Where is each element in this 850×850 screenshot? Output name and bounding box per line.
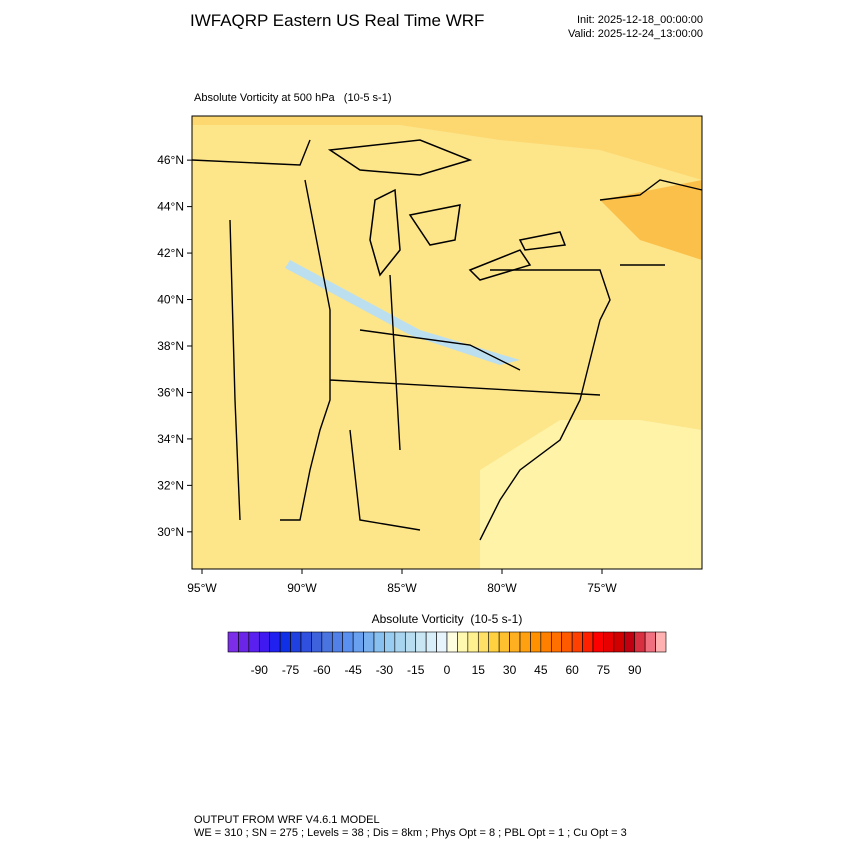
colorbar-box [550, 631, 563, 653]
title: IWFAQRP Eastern US Real Time WRF [190, 11, 484, 30]
y-tick-label: 42°N [157, 246, 184, 260]
colorbar-box [425, 631, 437, 653]
y-tick-label: 40°N [157, 293, 184, 307]
colorbar-box [258, 631, 271, 653]
colorbar-label: -75 [282, 663, 300, 677]
colorbar-label: -90 [251, 663, 269, 677]
footer-line: WE = 310 ; SN = 275 ; Levels = 38 ; Dis … [194, 827, 627, 839]
colorbar-box [571, 631, 583, 653]
x-tick-label: 90°W [287, 581, 317, 595]
colorbar-title: Absolute Vorticity (10-5 s-1) [372, 612, 523, 626]
y-tick-label: 46°N [157, 153, 184, 167]
colorbar-label: -30 [376, 663, 394, 677]
colorbar: Absolute Vorticity (10-5 s-1) [372, 612, 523, 626]
colorbar-box [404, 631, 417, 653]
map-frame [191, 115, 703, 570]
colorbar-label: 45 [534, 663, 548, 677]
colorbar-box [290, 631, 302, 653]
colorbar-label: -15 [407, 663, 425, 677]
colorbar-box [300, 631, 312, 653]
field-band [285, 260, 520, 365]
x-tick-label: 85°W [387, 581, 417, 595]
colorbar-box [342, 631, 354, 653]
colorbar-box [477, 631, 490, 653]
colorbar-box [363, 631, 375, 653]
colorbar-box [269, 631, 281, 653]
colorbar-box [519, 631, 531, 653]
y-tick-label: 30°N [157, 525, 184, 539]
colorbar-box [394, 631, 406, 653]
y-tick-label: 36°N [157, 385, 184, 399]
ocean-field [480, 420, 702, 569]
colorbar-label: 75 [597, 663, 611, 677]
field-band [600, 180, 702, 260]
colorbar-box [498, 631, 510, 653]
colorbar-box [352, 631, 364, 653]
footer-line: OUTPUT FROM WRF V4.6.1 MODEL [194, 814, 380, 826]
init-time: Init: 2025-12-18_00:00:00 [577, 14, 703, 26]
y-tick-label: 34°N [157, 432, 184, 446]
x-tick-label: 95°W [187, 581, 217, 595]
colorbar-label: 15 [472, 663, 486, 677]
colorbar-box [467, 631, 479, 653]
colorbar-box [540, 631, 552, 653]
colorbar-box [603, 631, 615, 653]
y-tick-label: 44°N [157, 200, 184, 214]
colorbar-box [248, 631, 260, 653]
valid-time: Valid: 2025-12-24_13:00:00 [568, 28, 703, 40]
colorbar-label: 60 [565, 663, 579, 677]
colorbar-box [582, 631, 594, 653]
colorbar-box [457, 631, 469, 653]
y-tick-label: 38°N [157, 339, 184, 353]
colorbar-box [238, 631, 250, 653]
y-tick-label: 32°N [157, 478, 184, 492]
colorbar-box [623, 631, 636, 653]
colorbar-box [488, 631, 500, 653]
borders [191, 139, 703, 541]
field-band [192, 116, 702, 180]
map-field [191, 115, 703, 570]
colorbar-box [331, 631, 344, 653]
panel-title: Absolute Vorticity at 500 hPa (10-5 s-1) [194, 92, 392, 104]
colorbar-box [634, 631, 646, 653]
colorbar-box [373, 631, 385, 653]
colorbar-box [530, 631, 542, 653]
colorbar-box [561, 631, 573, 653]
colorbar-label: -60 [313, 663, 331, 677]
x-tick-label: 75°W [587, 581, 617, 595]
colorbar-box [415, 631, 427, 653]
x-tick-label: 80°W [487, 581, 517, 595]
colorbar-box [509, 631, 521, 653]
colorbar-box [644, 631, 656, 653]
colorbar-box [227, 631, 239, 653]
colorbar-label: 0 [444, 663, 451, 677]
great-lakes [327, 139, 567, 281]
colorbar-box [655, 631, 667, 653]
colorbar-label: 30 [503, 663, 517, 677]
colorbar-box [613, 631, 625, 653]
colorbar-label: -45 [344, 663, 362, 677]
colorbar-box [279, 631, 291, 653]
colorbar-box [321, 631, 333, 653]
colorbar-box [436, 631, 448, 653]
colorbar-box [311, 631, 323, 653]
colorbar-box [446, 631, 458, 653]
colorbar-box [592, 631, 604, 653]
colorbar-label: 90 [628, 663, 642, 677]
colorbar-box [384, 631, 396, 653]
